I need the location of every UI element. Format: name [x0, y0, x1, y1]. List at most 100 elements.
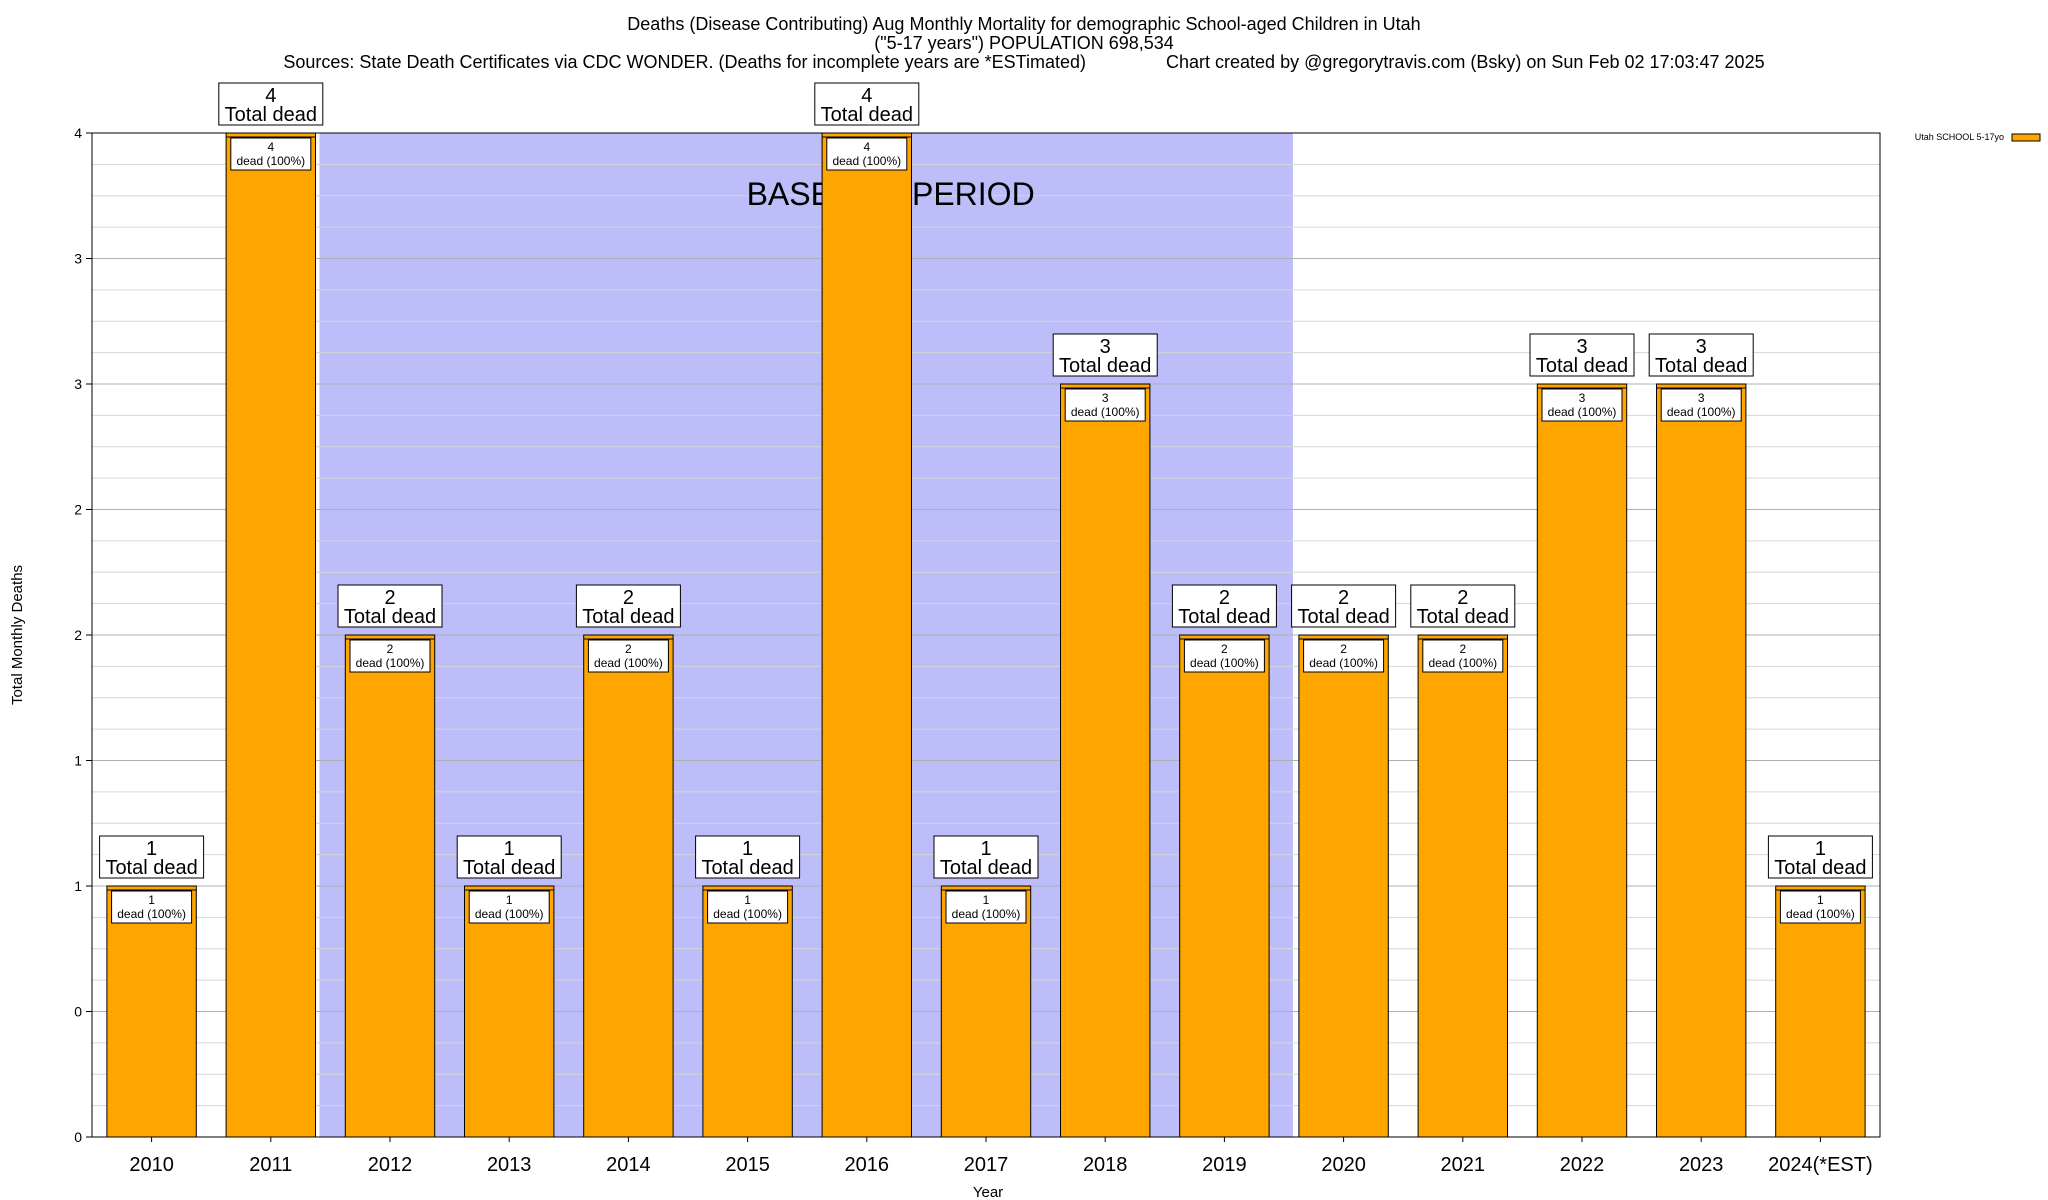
y-tick-label: 4: [74, 125, 82, 141]
inner-label-value: 2: [1459, 642, 1466, 656]
total-label-value: 1: [504, 838, 515, 860]
y-tick-label: 1: [74, 878, 82, 894]
inner-label-value: 1: [744, 893, 751, 907]
x-tick-label: 2020: [1321, 1154, 1366, 1176]
inner-label-value: 1: [148, 893, 155, 907]
inner-label-box: [349, 639, 431, 673]
bar: [1298, 634, 1389, 1138]
total-label-box: [1171, 584, 1277, 628]
total-label-box: [1052, 333, 1158, 377]
x-tick-label: 2019: [1202, 1154, 1247, 1176]
inner-label-value: 3: [1698, 391, 1705, 405]
total-label-text: Total dead: [1417, 606, 1509, 628]
bar: [106, 885, 197, 1138]
total-label-box: [337, 584, 443, 628]
inner-label-value: 1: [506, 893, 513, 907]
total-label-text: Total dead: [1536, 355, 1628, 377]
y-tick-label: 0: [74, 1004, 82, 1020]
inner-label-box: [1660, 388, 1742, 422]
inner-label-box: [230, 137, 312, 171]
y-tick-label: 3: [74, 376, 82, 392]
total-label-value: 2: [1219, 587, 1230, 609]
bar: [1536, 383, 1628, 1138]
inner-label-text: dead (100%): [952, 907, 1021, 921]
inner-label-box: [826, 137, 908, 171]
x-tick-label: 2012: [368, 1154, 413, 1176]
total-label-box: [218, 82, 324, 126]
inner-label-box: [1303, 639, 1385, 673]
total-label-box: [814, 82, 920, 126]
x-tick-label: 2023: [1679, 1154, 1724, 1176]
total-label-value: 3: [1696, 336, 1707, 358]
chart-sources: Sources: State Death Certificates via CD…: [283, 52, 1765, 72]
total-label-box: [1291, 584, 1397, 628]
inner-label-text: dead (100%): [1548, 405, 1617, 419]
x-tick-label: 2016: [845, 1154, 890, 1176]
total-label-text: Total dead: [463, 857, 555, 879]
x-tick-label: 2013: [487, 1154, 532, 1176]
total-label-value: 4: [861, 85, 872, 107]
inner-label-box: [1779, 890, 1861, 924]
total-label-value: 1: [1815, 838, 1826, 860]
legend: Utah SCHOOL 5-17yo: [1915, 132, 2041, 142]
inner-label-value: 3: [1102, 391, 1109, 405]
total-label-box: [1529, 333, 1635, 377]
y-tick-label: 2: [74, 502, 82, 518]
inner-label-text: dead (100%): [594, 656, 663, 670]
total-label-text: Total dead: [701, 857, 793, 879]
bar: [1656, 383, 1747, 1138]
inner-label-value: 1: [983, 893, 990, 907]
total-label-box: [1410, 584, 1516, 628]
total-label-value: 4: [265, 85, 276, 107]
inner-label-text: dead (100%): [1428, 656, 1497, 670]
y-axis-label: Total Monthly Deaths: [9, 565, 26, 705]
inner-label-text: dead (100%): [236, 154, 305, 168]
y-tick-label: 3: [74, 251, 82, 267]
chart-subtitle: ("5-17 years") POPULATION 698,534: [874, 33, 1174, 53]
total-label-box: [575, 584, 681, 628]
total-label-text: Total dead: [821, 104, 913, 126]
total-label-value: 2: [623, 587, 634, 609]
bar: [702, 885, 793, 1138]
inner-label-text: dead (100%): [356, 656, 425, 670]
chart-title: Deaths (Disease Contributing) Aug Monthl…: [627, 14, 1421, 34]
bar: [1060, 383, 1151, 1138]
inner-label-box: [111, 890, 193, 924]
x-tick-label: 2015: [725, 1154, 770, 1176]
legend-swatch: [2011, 133, 2041, 142]
total-label-value: 3: [1576, 336, 1587, 358]
total-label-text: Total dead: [1297, 606, 1389, 628]
x-axis: 2010 2011 2012 2013 2014 2015 2016 2017 2018 2019…: [129, 1137, 1873, 1176]
inner-label-value: 2: [1221, 642, 1228, 656]
total-label-box: [933, 835, 1039, 879]
bar: [1417, 634, 1508, 1138]
inner-label-value: 4: [267, 140, 274, 154]
inner-label-text: dead (100%): [117, 907, 186, 921]
y-tick-label: 1: [74, 753, 82, 769]
inner-label-value: 3: [1579, 391, 1586, 405]
inner-label-value: 1: [1817, 893, 1824, 907]
inner-label-value: 2: [1340, 642, 1347, 656]
inner-label-box: [1422, 639, 1504, 673]
total-label-text: Total dead: [1178, 606, 1270, 628]
y-tick-label: 0: [74, 1129, 82, 1145]
total-label-box: [456, 835, 562, 879]
bar: [1775, 885, 1866, 1138]
x-tick-label: 2011: [249, 1154, 292, 1176]
inner-label-box: [707, 890, 789, 924]
inner-label-text: dead (100%): [1667, 405, 1736, 419]
total-label-text: Total dead: [225, 104, 317, 126]
bar: [583, 634, 674, 1138]
inner-label-box: [587, 639, 669, 673]
legend-label: Utah SCHOOL 5-17yo: [1915, 132, 2004, 142]
inner-label-box: [468, 890, 550, 924]
total-label-box: [1648, 333, 1754, 377]
inner-label-text: dead (100%): [1071, 405, 1140, 419]
